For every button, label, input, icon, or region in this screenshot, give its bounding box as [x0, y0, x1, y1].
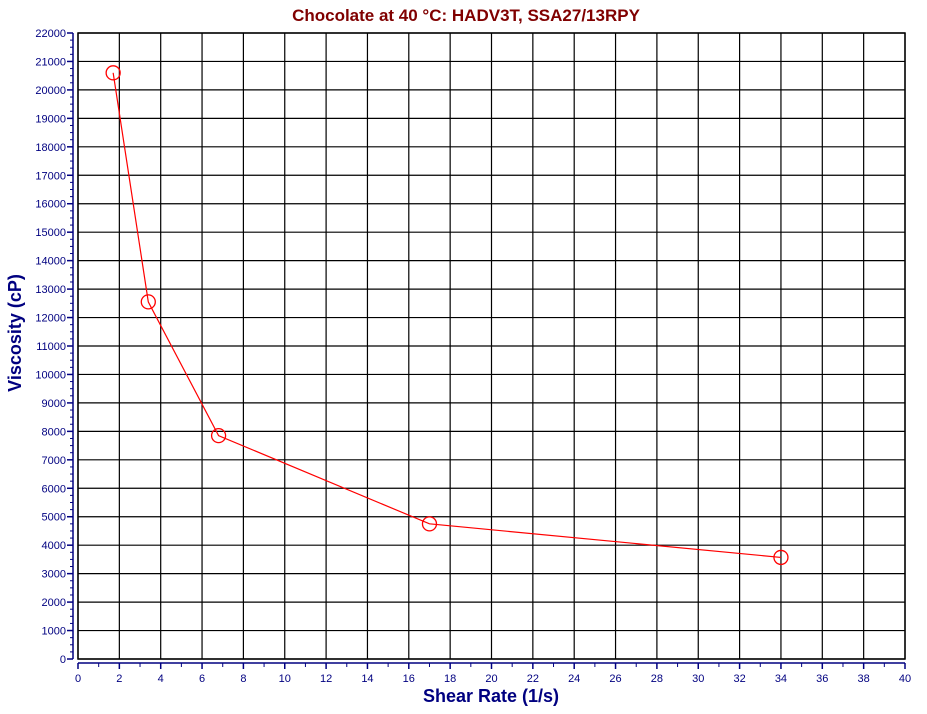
series [105, 65, 789, 566]
x-tick-label: 40 [899, 673, 911, 685]
x-tick-label: 10 [279, 673, 291, 685]
x-tick-label: 28 [651, 673, 663, 685]
x-tick-label: 34 [775, 673, 787, 685]
data-point [140, 294, 156, 310]
y-tick-label: 5000 [42, 512, 66, 524]
x-tick-label: 20 [485, 673, 497, 685]
y-tick-label: 0 [60, 654, 66, 666]
y-tick-label: 1000 [42, 626, 66, 638]
chart-title: Chocolate at 40 °C: HADV3T, SSA27/13RPY [292, 6, 641, 25]
y-tick-label: 18000 [35, 142, 66, 154]
y-axis-label: Viscosity (cP) [5, 274, 25, 392]
x-axis-label: Shear Rate (1/s) [423, 686, 559, 706]
x-tick-label: 14 [361, 673, 373, 685]
x-tick-label: 26 [609, 673, 621, 685]
x-tick-label: 38 [858, 673, 870, 685]
y-tick-label: 14000 [35, 256, 66, 268]
x-tick-label: 6 [199, 673, 205, 685]
x-tick-label: 30 [692, 673, 704, 685]
x-tick-label: 22 [527, 673, 539, 685]
y-tick-label: 4000 [42, 540, 66, 552]
x-tick-label: 36 [816, 673, 828, 685]
y-tick-label: 12000 [35, 313, 66, 325]
axes: 0 2 4 6 8 10 12 14 16 18 20 22 24 26 28 30 32 34 36 38 40010… [35, 28, 911, 685]
y-tick-label: 16000 [35, 199, 66, 211]
grid [77, 32, 906, 660]
y-tick-label: 22000 [35, 28, 66, 40]
data-point [105, 65, 121, 81]
y-tick-label: 19000 [35, 113, 66, 125]
x-tick-label: 32 [733, 673, 745, 685]
y-tick-label: 7000 [42, 455, 66, 467]
data-point [773, 549, 789, 566]
x-tick-label: 12 [320, 673, 332, 685]
x-tick-label: 24 [568, 673, 580, 685]
y-tick-label: 10000 [35, 369, 66, 381]
y-tick-label: 21000 [35, 56, 66, 68]
x-tick-label: 0 [75, 673, 81, 685]
series-line [112, 72, 782, 559]
y-tick-label: 11000 [36, 341, 66, 353]
x-tick-label: 18 [444, 673, 456, 685]
y-tick-label: 17000 [35, 170, 66, 182]
y-tick-label: 2000 [42, 597, 66, 609]
y-tick-label: 3000 [42, 569, 66, 581]
y-tick-label: 9000 [42, 398, 66, 410]
data-point [421, 516, 438, 532]
y-tick-label: 6000 [42, 483, 66, 495]
y-tick-label: 20000 [35, 85, 66, 97]
y-tick-label: 15000 [35, 227, 66, 239]
y-tick-label: 8000 [42, 426, 66, 438]
x-tick-label: 16 [403, 673, 415, 685]
x-tick-label: 8 [240, 673, 246, 685]
x-tick-label: 4 [158, 673, 164, 685]
x-tick-label: 2 [116, 673, 122, 685]
data-point [210, 427, 227, 444]
y-tick-label: 13000 [35, 284, 66, 296]
